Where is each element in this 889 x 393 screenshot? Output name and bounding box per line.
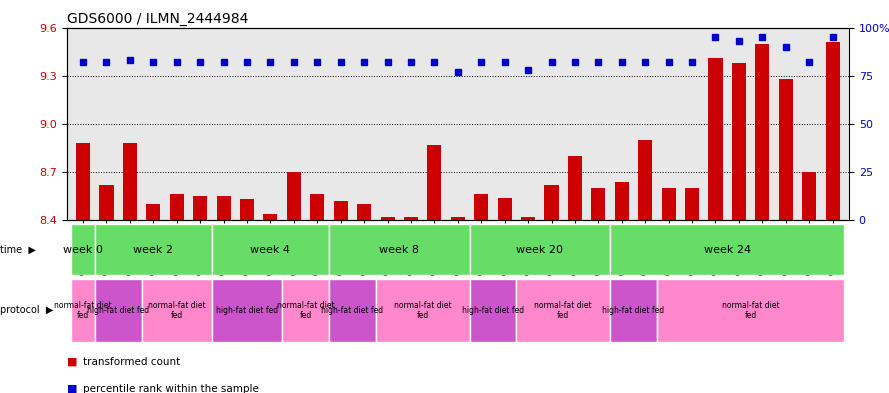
Bar: [329, 279, 376, 342]
Bar: [404, 217, 418, 220]
Bar: [329, 224, 469, 275]
Text: week 8: week 8: [380, 244, 420, 255]
Bar: [685, 188, 699, 220]
Text: high-fat diet fed: high-fat diet fed: [321, 306, 383, 315]
Text: week 20: week 20: [517, 244, 564, 255]
Bar: [732, 63, 746, 220]
Bar: [657, 279, 845, 342]
Bar: [469, 224, 610, 275]
Bar: [521, 217, 535, 220]
Bar: [779, 79, 793, 220]
Bar: [756, 44, 769, 220]
Bar: [591, 188, 605, 220]
Bar: [638, 140, 653, 220]
Bar: [802, 172, 816, 220]
Bar: [610, 279, 657, 342]
Bar: [170, 195, 184, 220]
Bar: [661, 188, 676, 220]
Text: week 4: week 4: [251, 244, 291, 255]
Text: percentile rank within the sample: percentile rank within the sample: [83, 384, 259, 393]
Bar: [380, 217, 395, 220]
Bar: [615, 182, 629, 220]
Bar: [376, 279, 469, 342]
Bar: [474, 195, 488, 220]
Bar: [544, 185, 558, 220]
Bar: [287, 172, 300, 220]
Bar: [428, 145, 442, 220]
Text: ■: ■: [67, 356, 77, 367]
Bar: [212, 224, 329, 275]
Bar: [709, 58, 723, 220]
Bar: [193, 196, 207, 220]
Text: protocol  ▶: protocol ▶: [0, 305, 53, 316]
Text: high-fat diet fed: high-fat diet fed: [462, 306, 524, 315]
Text: normal-fat diet
fed: normal-fat diet fed: [148, 301, 205, 320]
Bar: [469, 279, 517, 342]
Bar: [357, 204, 372, 220]
Text: high-fat diet fed: high-fat diet fed: [87, 306, 149, 315]
Bar: [76, 143, 90, 220]
Text: GDS6000 / ILMN_2444984: GDS6000 / ILMN_2444984: [67, 13, 248, 26]
Bar: [310, 195, 324, 220]
Bar: [71, 279, 95, 342]
Bar: [71, 224, 95, 275]
Bar: [217, 196, 230, 220]
Bar: [212, 279, 282, 342]
Text: week 24: week 24: [703, 244, 750, 255]
Text: time  ▶: time ▶: [0, 244, 36, 255]
Bar: [95, 224, 212, 275]
Bar: [610, 224, 845, 275]
Text: high-fat diet fed: high-fat diet fed: [603, 306, 665, 315]
Text: normal-fat diet
fed: normal-fat diet fed: [54, 301, 112, 320]
Text: normal-fat diet
fed: normal-fat diet fed: [394, 301, 452, 320]
Bar: [240, 199, 254, 220]
Bar: [451, 217, 465, 220]
Bar: [333, 201, 348, 220]
Text: week 0: week 0: [63, 244, 103, 255]
Bar: [517, 279, 610, 342]
Bar: [100, 185, 114, 220]
Text: normal-fat diet
fed: normal-fat diet fed: [276, 301, 334, 320]
Bar: [147, 204, 160, 220]
Text: high-fat diet fed: high-fat diet fed: [216, 306, 278, 315]
Bar: [826, 42, 839, 220]
Bar: [263, 214, 277, 220]
Text: normal-fat diet
fed: normal-fat diet fed: [534, 301, 592, 320]
Bar: [95, 279, 141, 342]
Bar: [123, 143, 137, 220]
Text: transformed count: transformed count: [83, 356, 180, 367]
Bar: [141, 279, 212, 342]
Bar: [282, 279, 329, 342]
Text: week 2: week 2: [133, 244, 173, 255]
Bar: [568, 156, 582, 220]
Text: ■: ■: [67, 384, 77, 393]
Bar: [498, 198, 512, 220]
Text: normal-fat diet
fed: normal-fat diet fed: [722, 301, 780, 320]
